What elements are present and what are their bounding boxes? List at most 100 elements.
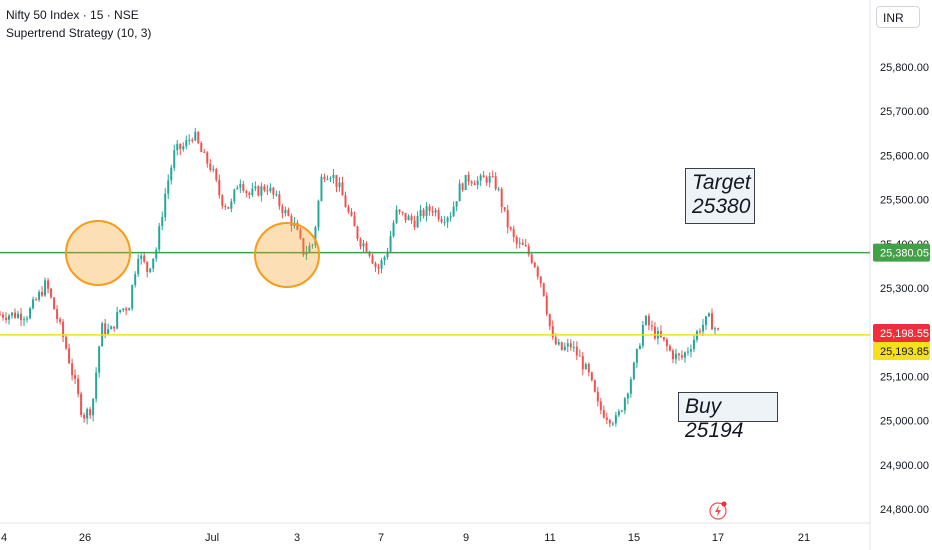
candle-body	[155, 249, 158, 259]
candle-body	[674, 353, 677, 360]
candle-body	[317, 200, 320, 228]
candle-body	[497, 188, 500, 190]
candle-body	[554, 337, 557, 345]
candle-body	[425, 206, 428, 217]
candle-body	[710, 313, 713, 330]
candle-body	[188, 139, 191, 141]
candle-body	[377, 266, 380, 269]
candle-body	[620, 410, 623, 412]
candle-body	[41, 291, 44, 296]
candle-body	[128, 308, 131, 311]
candle-body	[134, 274, 137, 286]
candle-body	[14, 312, 17, 318]
candle-body	[653, 326, 656, 339]
buy-annotation[interactable]: Buy 25194	[678, 392, 778, 442]
candle-body	[224, 206, 227, 208]
candle-body	[536, 267, 539, 277]
candle-body	[191, 139, 194, 141]
candle-body	[717, 328, 719, 330]
candle-body	[89, 409, 92, 416]
candle-body	[479, 175, 482, 181]
candle-body	[107, 329, 110, 334]
y-tick-label: 24,800.00	[880, 504, 929, 516]
candle-body	[314, 227, 317, 245]
candle-body	[257, 186, 260, 196]
candle-body	[629, 379, 632, 394]
y-tick-label: 25,100.00	[880, 371, 929, 383]
candle-body	[386, 251, 389, 258]
y-tick-label: 25,800.00	[880, 62, 929, 74]
candle-body	[683, 352, 686, 358]
candle-body	[482, 175, 485, 178]
price-label-text: 25,380.05	[880, 248, 929, 260]
candle-body	[296, 222, 299, 230]
candle-body	[581, 356, 584, 370]
candle-body	[713, 328, 716, 330]
candle-body	[638, 345, 641, 349]
candle-body	[686, 351, 689, 353]
candle-body	[308, 245, 311, 252]
candle-body	[488, 176, 491, 183]
alert-bolt-icon[interactable]	[709, 501, 727, 520]
candle-body	[452, 206, 455, 217]
candle-body	[362, 243, 365, 247]
price-label-text: 25,193.85	[880, 346, 929, 358]
candle-body	[164, 193, 167, 218]
strategy-label[interactable]: Supertrend Strategy (10, 3)	[6, 26, 152, 40]
y-tick-label: 25,500.00	[880, 195, 929, 207]
candle-body	[584, 364, 587, 370]
candle-body	[131, 285, 134, 309]
candle-body	[302, 238, 305, 255]
price-label-target	[873, 243, 930, 262]
candle-body	[29, 308, 32, 319]
candle-body	[485, 177, 488, 183]
candles	[0, 127, 719, 428]
candle-body	[473, 183, 476, 186]
candle-body	[563, 346, 566, 350]
candle-body	[533, 262, 536, 268]
candle-body	[167, 180, 170, 194]
candle-body	[698, 331, 701, 333]
candle-body	[263, 186, 266, 191]
candle-body	[305, 251, 308, 255]
candle-body	[650, 325, 653, 327]
candle-body	[707, 313, 710, 317]
candle-body	[5, 317, 8, 320]
candle-body	[254, 186, 257, 189]
price-label-buy	[873, 342, 930, 360]
candle-body	[590, 372, 593, 381]
candle-body	[434, 210, 437, 213]
candle-body	[380, 260, 383, 269]
candle-body	[320, 176, 323, 201]
candle-body	[266, 190, 269, 192]
candle-body	[662, 337, 665, 340]
candle-body	[578, 355, 581, 357]
candle-body	[185, 140, 188, 147]
target-annotation[interactable]: Target 25380	[685, 168, 755, 224]
candle-body	[119, 309, 122, 313]
candle-body	[17, 313, 20, 318]
candle-body	[449, 216, 452, 218]
candle-body	[311, 244, 314, 246]
candle-body	[74, 375, 77, 379]
currency-button[interactable]: INR	[876, 6, 920, 28]
candle-body	[494, 176, 497, 190]
candle-body	[287, 209, 290, 216]
candle-body	[404, 212, 407, 221]
y-tick-label: 25,000.00	[880, 416, 929, 428]
candle-body	[146, 261, 149, 272]
candle-body	[239, 184, 242, 188]
candle-body	[272, 187, 275, 195]
candle-body	[236, 187, 239, 190]
candle-body	[671, 350, 674, 360]
candle-body	[644, 315, 647, 325]
candle-body	[158, 226, 161, 250]
candle-body	[122, 308, 125, 310]
candle-body	[173, 150, 176, 168]
candle-body	[23, 319, 26, 321]
candle-body	[329, 178, 332, 180]
candle-body	[47, 280, 50, 289]
candle-body	[350, 211, 353, 216]
candle-body	[35, 299, 38, 301]
